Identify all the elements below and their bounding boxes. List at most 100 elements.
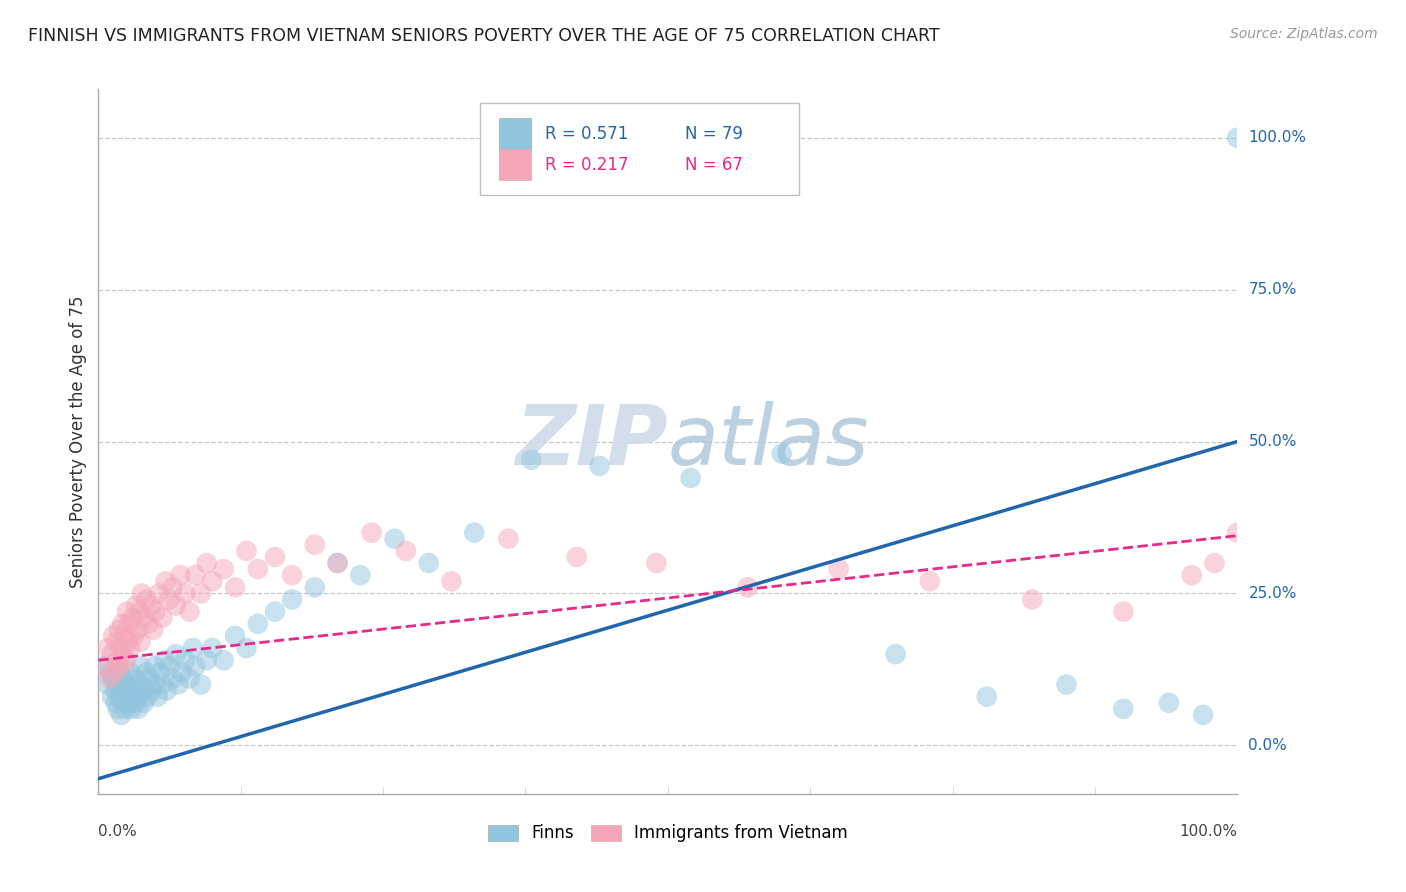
Point <box>246 562 269 576</box>
Point <box>281 592 304 607</box>
Point <box>1181 568 1204 582</box>
Point <box>101 690 124 704</box>
Point <box>114 702 136 716</box>
Point <box>190 586 212 600</box>
Point <box>114 653 136 667</box>
Point <box>118 616 141 631</box>
Point <box>129 659 152 673</box>
Point <box>463 525 485 540</box>
Point <box>101 647 124 661</box>
Point <box>132 611 155 625</box>
Point <box>150 611 173 625</box>
Point <box>148 586 170 600</box>
Point <box>105 677 128 691</box>
Point <box>264 549 287 564</box>
Point <box>157 659 180 673</box>
Point <box>737 580 759 594</box>
Point <box>326 556 349 570</box>
Point <box>134 683 156 698</box>
Legend: Finns, Immigrants from Vietnam: Finns, Immigrants from Vietnam <box>481 818 855 849</box>
Point <box>153 653 176 667</box>
Point <box>165 647 187 661</box>
Point <box>246 616 269 631</box>
Text: ZIP: ZIP <box>515 401 668 482</box>
Point <box>127 683 149 698</box>
Point <box>165 599 187 613</box>
Point <box>418 556 440 570</box>
Point <box>1054 677 1078 691</box>
Point <box>150 677 173 691</box>
Point <box>167 677 190 691</box>
Point <box>125 672 148 686</box>
Point <box>127 623 149 637</box>
Point <box>190 677 212 691</box>
Point <box>98 665 121 680</box>
Point <box>135 592 157 607</box>
Point <box>105 635 128 649</box>
Point <box>918 574 941 589</box>
Point <box>174 653 197 667</box>
Point <box>281 568 304 582</box>
Point <box>304 580 326 594</box>
Point <box>976 690 998 704</box>
Text: 25.0%: 25.0% <box>1249 586 1296 601</box>
Point <box>498 532 520 546</box>
Point <box>111 683 134 698</box>
Text: 75.0%: 75.0% <box>1249 282 1296 297</box>
Point <box>201 641 224 656</box>
Point <box>112 647 135 661</box>
Point <box>117 635 139 649</box>
Point <box>129 635 152 649</box>
Point <box>179 672 201 686</box>
Point <box>112 696 135 710</box>
Point <box>121 690 143 704</box>
Point <box>108 665 131 680</box>
Y-axis label: Seniors Poverty Over the Age of 75: Seniors Poverty Over the Age of 75 <box>69 295 87 588</box>
Point <box>128 690 150 704</box>
Point <box>107 653 129 667</box>
Point <box>145 605 167 619</box>
Text: 0.0%: 0.0% <box>1249 738 1286 753</box>
Point <box>1157 696 1180 710</box>
Point <box>146 690 169 704</box>
Point <box>169 568 191 582</box>
Point <box>360 525 382 540</box>
Point <box>224 580 246 594</box>
Point <box>111 616 134 631</box>
Point <box>156 683 179 698</box>
Point <box>103 672 125 686</box>
Point <box>93 659 115 673</box>
Text: 0.0%: 0.0% <box>98 824 138 839</box>
Point <box>195 653 218 667</box>
Text: R = 0.217: R = 0.217 <box>546 155 628 174</box>
Point <box>96 677 118 691</box>
Point <box>103 629 125 643</box>
Point <box>679 471 702 485</box>
Point <box>149 665 172 680</box>
Point <box>141 683 163 698</box>
Text: R = 0.571: R = 0.571 <box>546 125 628 143</box>
Point <box>124 696 146 710</box>
Point <box>127 702 149 716</box>
Text: N = 67: N = 67 <box>685 155 742 174</box>
Point <box>104 665 127 680</box>
Point <box>131 677 153 691</box>
Point <box>135 665 157 680</box>
Point <box>107 702 129 716</box>
Point <box>138 616 160 631</box>
Point <box>235 544 257 558</box>
Point <box>184 659 207 673</box>
Point <box>212 562 235 576</box>
Point <box>264 605 287 619</box>
Point <box>117 696 139 710</box>
Point <box>143 659 166 673</box>
Point <box>349 568 371 582</box>
Point <box>326 556 349 570</box>
Point <box>118 683 141 698</box>
Point <box>110 707 132 722</box>
FancyBboxPatch shape <box>499 118 531 149</box>
Point <box>136 690 159 704</box>
FancyBboxPatch shape <box>479 103 799 194</box>
Point <box>395 544 418 558</box>
Point <box>170 665 193 680</box>
